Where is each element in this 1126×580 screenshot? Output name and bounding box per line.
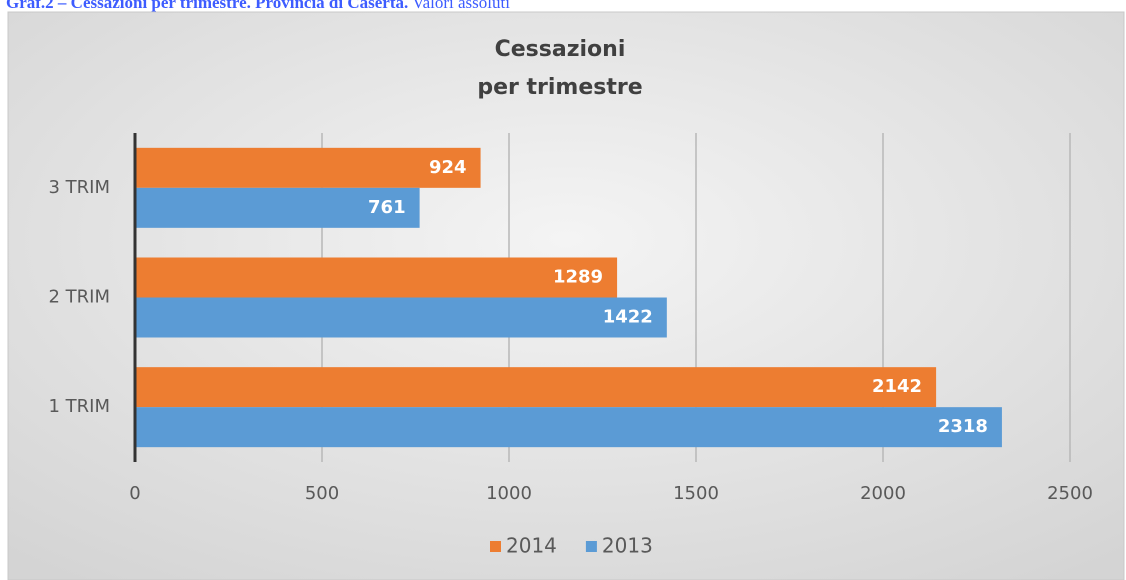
x-tick-label: 0 <box>129 483 140 504</box>
x-tick-label: 500 <box>305 483 339 504</box>
bar <box>135 147 481 188</box>
y-tick-label: 1 TRIM <box>48 396 110 417</box>
y-tick-label: 2 TRIM <box>48 287 110 308</box>
data-label: 924 <box>429 157 467 178</box>
chart-title: Cessazioni <box>495 37 626 62</box>
x-tick-label: 2500 <box>1047 483 1093 504</box>
data-label: 1422 <box>603 307 653 328</box>
legend-label: 2013 <box>602 534 653 558</box>
data-label: 2142 <box>872 376 922 397</box>
bar <box>135 187 420 228</box>
data-label: 761 <box>368 197 406 218</box>
legend-swatch <box>490 541 501 552</box>
x-tick-label: 1500 <box>673 483 719 504</box>
chart-title: per trimestre <box>477 75 642 100</box>
data-label: 2318 <box>938 416 988 437</box>
bar <box>135 257 618 298</box>
x-tick-label: 2000 <box>860 483 906 504</box>
bar <box>135 297 667 338</box>
caption: Graf.2 – Cessazioni per trimestre. Provi… <box>6 0 510 13</box>
y-tick-label: 3 TRIM <box>48 177 110 198</box>
legend-label: 2014 <box>506 534 557 558</box>
bar <box>135 407 1002 448</box>
data-label: 1289 <box>553 267 603 288</box>
caption-normal: Valori assoluti <box>412 0 510 12</box>
legend-swatch <box>585 541 597 552</box>
caption-bold: Graf.2 – Cessazioni per trimestre. Provi… <box>6 0 409 12</box>
bar <box>135 367 937 408</box>
x-tick-label: 1000 <box>486 483 532 504</box>
